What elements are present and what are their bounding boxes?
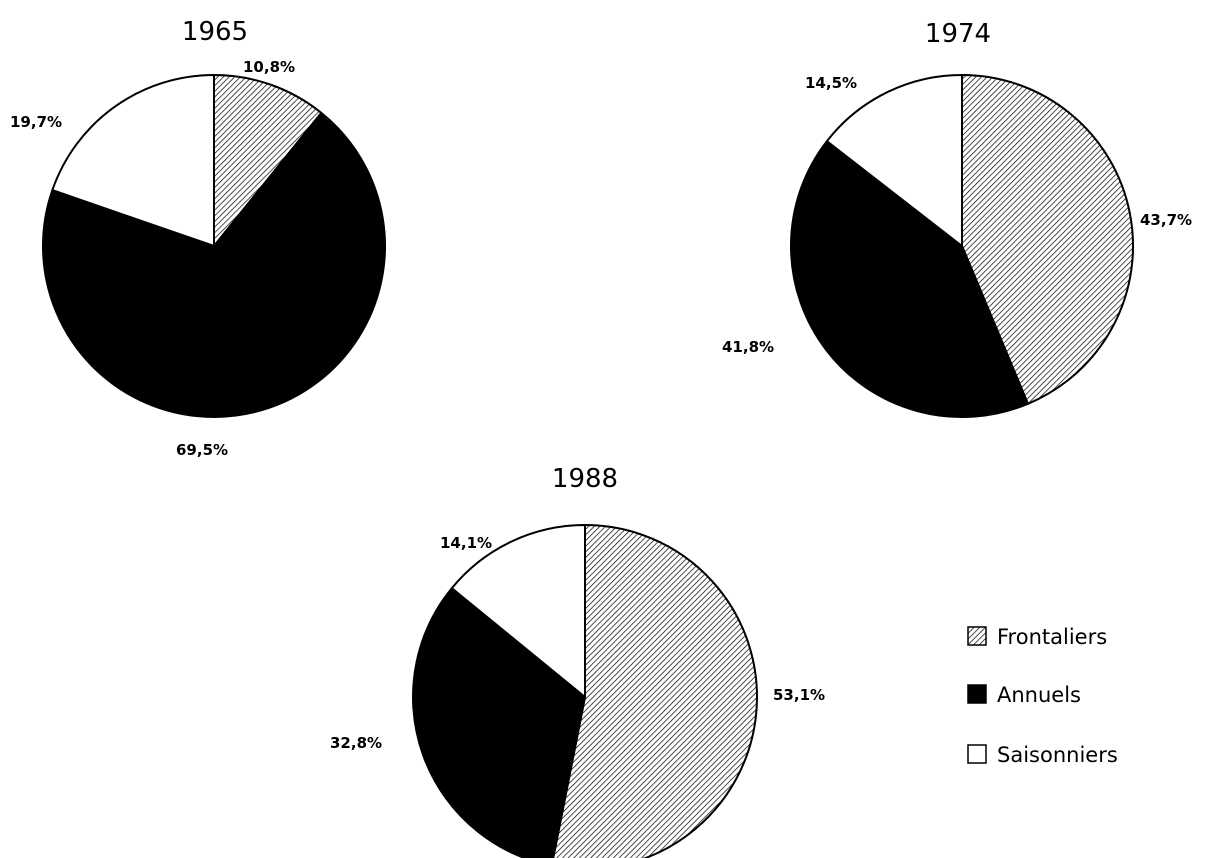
- legend-item-saisonniers: Saisonniers: [967, 743, 1118, 767]
- legend-label-saisonniers: Saisonniers: [997, 743, 1118, 767]
- pie-1974: 1974 43,7% 41,8% 14,5%: [722, 19, 1192, 418]
- slice-label-1988-saisonniers: 14,1%: [440, 534, 492, 552]
- slice-label-1974-frontaliers: 43,7%: [1140, 211, 1192, 229]
- slice-label-1988-frontaliers: 53,1%: [773, 686, 825, 704]
- legend-label-annuels: Annuels: [997, 683, 1081, 707]
- slice-label-1965-frontaliers: 10,8%: [243, 58, 295, 76]
- legend-swatch-frontaliers: [967, 626, 987, 646]
- legend-item-frontaliers: Frontaliers: [967, 625, 1107, 649]
- slice-label-1965-saisonniers: 19,7%: [10, 113, 62, 131]
- pie-slice-1988-annuels: [412, 587, 586, 858]
- pie-slice-1974-frontaliers: [961, 74, 1134, 405]
- legend-item-annuels: Annuels: [967, 683, 1081, 707]
- slice-label-1974-annuels: 41,8%: [722, 338, 774, 356]
- pie-1988-slices: [412, 524, 758, 858]
- pie-slice-1974-annuels: [790, 140, 1029, 418]
- slice-label-1965-annuels: 69,5%: [176, 441, 228, 459]
- pie-slice-1988-saisonniers: [450, 524, 586, 698]
- pie-title-1988: 1988: [552, 464, 618, 494]
- slice-label-1974-saisonniers: 14,5%: [805, 74, 857, 92]
- pie-slice-1965-annuels: [42, 111, 386, 418]
- pie-1988: 1988 53,1% 32,8% 14,1%: [330, 464, 825, 858]
- slice-label-1988-annuels: 32,8%: [330, 734, 382, 752]
- pie-title-1974: 1974: [925, 19, 991, 49]
- legend-swatch-saisonniers: [967, 744, 987, 764]
- legend: Frontaliers Annuels Saisonniers: [967, 625, 1118, 767]
- pie-slice-1974-saisonniers: [825, 74, 963, 247]
- legend-label-frontaliers: Frontaliers: [997, 625, 1107, 649]
- pie-1965-slices: [42, 74, 386, 418]
- legend-swatch-annuels: [967, 684, 987, 704]
- pie-1965: 1965 10,8% 69,5% 19,7%: [10, 17, 386, 459]
- pie-slice-1988-frontaliers: [552, 524, 758, 858]
- pie-slice-1965-frontaliers: [213, 74, 323, 247]
- pie-slice-1965-saisonniers: [51, 74, 215, 247]
- pie-1974-slices: [790, 74, 1134, 418]
- pie-title-1965: 1965: [182, 17, 248, 47]
